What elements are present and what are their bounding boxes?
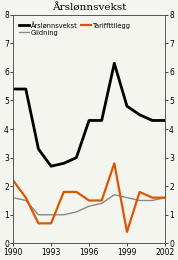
Title: Årslønnsvekst: Årslønnsvekst	[52, 3, 126, 12]
Legend: Årslønnsvekst, Glidning, Tariffttilegg: Årslønnsvekst, Glidning, Tariffttilegg	[18, 20, 132, 37]
